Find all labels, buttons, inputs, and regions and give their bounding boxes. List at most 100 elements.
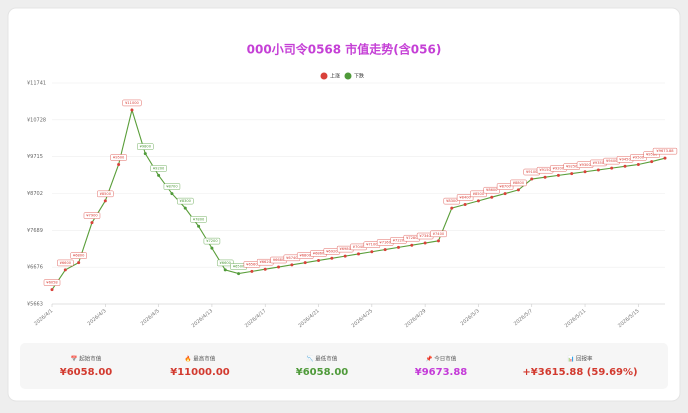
point [170,192,174,196]
point [570,172,574,176]
value-label: ¥7220 [393,238,405,242]
legend-label: 上涨 [330,73,340,80]
value-label: ¥7340 [419,234,431,238]
value-label: ¥6620 [259,260,271,264]
point [476,199,480,203]
point [197,224,201,228]
point [63,268,67,272]
value-label: ¥9400 [606,159,618,163]
value-label: ¥6800 [73,254,85,258]
stat-label: 📌 今日市值 [426,355,457,363]
value-label: ¥9200 [553,166,565,170]
value-label-box [430,230,447,238]
stat-value: +¥3615.88 (59.69%) [522,367,637,378]
value-label-box [510,179,527,187]
value-label: ¥8700 [166,185,178,189]
point [130,108,134,112]
stat-value: ¥11000.00 [170,367,230,378]
value-label-box [150,165,167,172]
value-label: ¥9500 [633,155,645,159]
value-label: ¥7800 [193,217,205,221]
value-label-box [456,194,474,201]
point [143,152,147,156]
stat-label: 📅 起始市值 [71,355,102,363]
card [7,7,681,402]
value-label-box [137,143,154,150]
point [543,175,547,179]
point [583,170,587,174]
value-label: ¥9300 [579,163,591,167]
point [490,195,494,199]
point [436,239,440,243]
point [556,173,560,177]
point [117,162,121,166]
point [237,272,241,276]
value-label: ¥7100 [366,243,378,247]
point [383,248,387,252]
value-label: ¥6600 [220,261,232,265]
value-label: ¥7040 [353,245,365,249]
value-label: ¥8400 [459,195,471,199]
stats-panel [20,343,668,389]
point [290,263,294,267]
point [263,267,267,271]
value-label: ¥9200 [153,166,165,170]
value-label-box [43,279,61,286]
y-tick-label: ¥7689 [27,228,43,234]
stat-value: ¥6058.00 [60,367,113,378]
point [370,250,374,254]
value-label-box [110,154,127,161]
point [410,243,414,247]
value-label-box [190,216,207,223]
legend-swatch [344,72,352,80]
point [530,177,534,181]
value-label: ¥6740 [286,256,298,260]
value-label-box [470,190,487,198]
value-label-box [177,197,194,205]
point [157,173,161,177]
value-label: ¥8500 [473,192,485,196]
value-label-box [443,197,460,205]
y-tick-label: ¥6676 [27,265,43,271]
value-label: ¥9800 [140,145,152,149]
value-label-box [83,212,101,219]
point [610,166,614,170]
value-label: ¥6500 [233,265,245,269]
y-tick-label: ¥10728 [27,117,46,123]
point [223,268,227,272]
point [330,256,334,260]
value-label: ¥7900 [86,214,98,218]
y-tick-label: ¥9715 [27,154,43,160]
value-label: ¥7160 [379,241,391,245]
stat-label: 🔥 最高市值 [185,355,216,363]
chart-title: 000小司令0568 市值走势(含056) [247,42,442,57]
point [663,156,667,160]
point [650,160,654,164]
point [357,252,360,256]
point [50,288,54,292]
value-label: ¥7200 [206,239,218,243]
point [250,269,254,273]
point [210,246,214,250]
point [103,199,107,203]
value-label: ¥6560 [246,262,258,266]
legend-label: 下跌 [354,73,364,80]
value-label-box [217,259,234,267]
value-label-box [57,259,74,267]
value-label-box [163,183,181,190]
value-label: ¥6680 [273,258,285,262]
stat-value: ¥6058.00 [296,367,349,378]
value-label-box [203,237,221,245]
value-label: ¥8300 [180,199,192,203]
value-label: ¥6600 [60,261,72,265]
point [423,241,427,245]
stat-label: 📊 回报率 [567,355,593,363]
value-label: ¥11000 [125,101,139,105]
value-label: ¥8800 [513,181,525,185]
point [317,258,321,262]
legend-swatch [320,72,328,80]
point [277,265,281,269]
value-label: ¥7400 [433,232,445,236]
